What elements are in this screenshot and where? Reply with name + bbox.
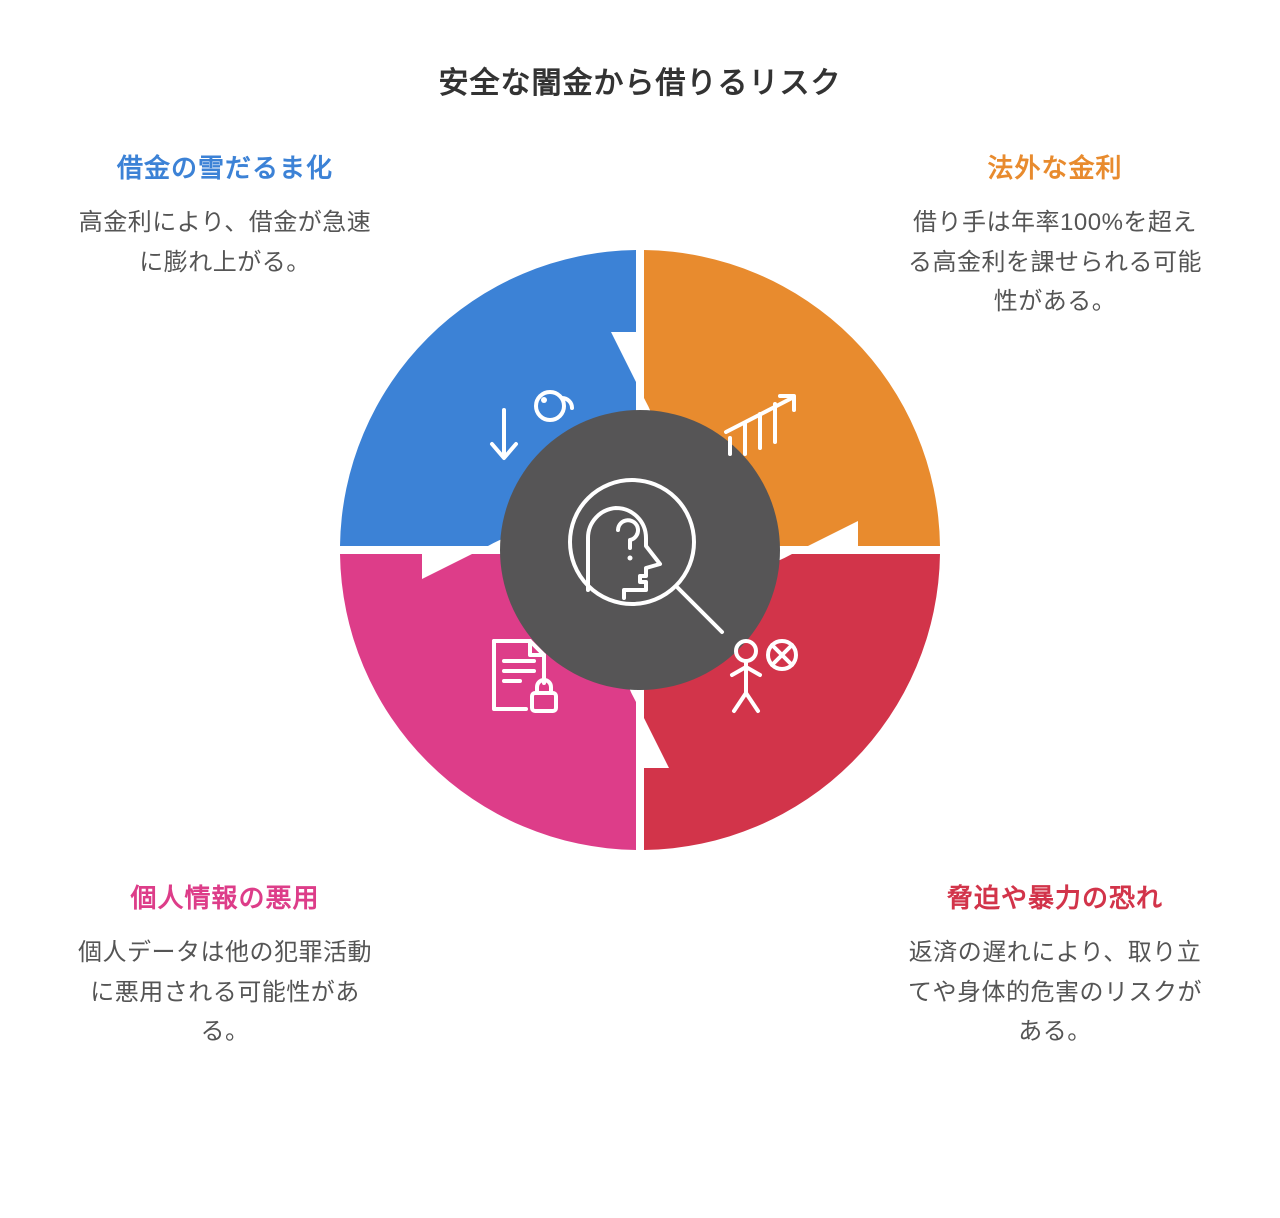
segment-label-bottom-left: 個人情報の悪用 個人データは他の犯罪活動に悪用される可能性がある。 <box>75 878 375 1052</box>
segment-desc: 返済の遅れにより、取り立てや身体的危害のリスクがある。 <box>905 933 1205 1052</box>
page-title: 安全な闇金から借りるリスク <box>0 58 1280 102</box>
segment-heading: 法外な金利 <box>905 148 1205 185</box>
segment-heading: 脅迫や暴力の恐れ <box>905 878 1205 915</box>
risk-donut-chart <box>320 230 960 870</box>
segment-label-bottom-right: 脅迫や暴力の恐れ 返済の遅れにより、取り立てや身体的危害のリスクがある。 <box>905 878 1205 1052</box>
segment-heading: 個人情報の悪用 <box>75 878 375 915</box>
segment-desc: 個人データは他の犯罪活動に悪用される可能性がある。 <box>75 933 375 1052</box>
segment-heading: 借金の雪だるま化 <box>75 148 375 185</box>
